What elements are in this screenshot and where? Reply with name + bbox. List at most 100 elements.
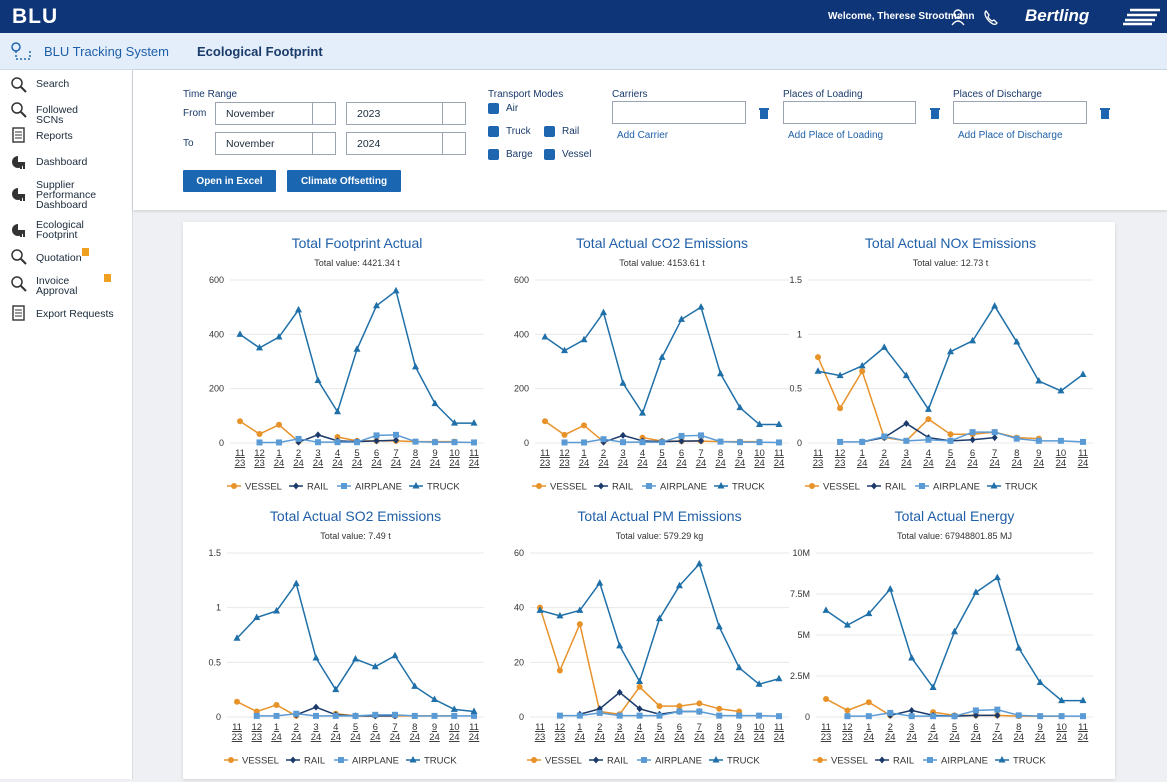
- point: [698, 432, 704, 439]
- point: [776, 439, 782, 446]
- x-tick-label: 24: [715, 458, 726, 469]
- point: [737, 439, 743, 446]
- x-tick-label: 12: [835, 448, 846, 459]
- legend-label: AIRPLANE: [352, 756, 399, 767]
- point: [736, 403, 744, 411]
- x-tick-label: 1: [577, 722, 582, 733]
- text-input[interactable]: [783, 101, 916, 124]
- point: [600, 436, 607, 443]
- nav-item[interactable]: Followed SCNs: [36, 104, 79, 126]
- x-tick-label: 24: [594, 732, 605, 743]
- dropdown[interactable]: November: [215, 102, 336, 125]
- add-link[interactable]: Add Carrier: [617, 130, 669, 141]
- nav-item[interactable]: Supplier Performance Dashboard: [36, 179, 97, 211]
- button[interactable]: Open in Excel: [183, 170, 276, 192]
- x-tick-label: 24: [579, 458, 590, 469]
- x-tick-label: 23: [535, 732, 546, 743]
- legend-marker: [817, 757, 823, 763]
- x-tick-label: 24: [923, 458, 934, 469]
- point: [880, 343, 888, 350]
- nav-item[interactable]: Search: [36, 78, 70, 90]
- trash-icon[interactable]: [759, 107, 769, 119]
- point: [1036, 678, 1044, 686]
- y-tick-label: 400: [514, 329, 529, 339]
- point: [969, 429, 976, 436]
- point: [451, 712, 458, 719]
- point: [775, 420, 783, 428]
- text-input[interactable]: [612, 101, 746, 124]
- label: Air: [506, 103, 519, 114]
- legend-label: TRUCK: [427, 482, 460, 493]
- point: [313, 712, 319, 719]
- series-line: [239, 289, 474, 424]
- point: [253, 613, 261, 621]
- y-tick-label: 200: [514, 384, 529, 394]
- x-tick-label: 24: [989, 458, 1000, 469]
- point: [542, 418, 548, 425]
- x-tick-label: 11: [774, 448, 784, 459]
- label: Places of Discharge: [953, 89, 1042, 100]
- point: [814, 367, 822, 374]
- point: [256, 439, 263, 446]
- nav-item[interactable]: Reports: [36, 130, 73, 142]
- point: [972, 711, 979, 719]
- point: [697, 303, 705, 310]
- dropdown[interactable]: 2023: [346, 102, 466, 125]
- app-title[interactable]: BLU Tracking System: [44, 44, 169, 59]
- x-tick-label: 7: [392, 722, 397, 733]
- legend-marker: [598, 482, 604, 490]
- trash-icon[interactable]: [1100, 107, 1110, 119]
- x-tick-label: 9: [1038, 722, 1043, 733]
- text-input[interactable]: [953, 101, 1087, 124]
- point: [431, 695, 438, 703]
- nav-item[interactable]: Ecological Footprint: [36, 219, 84, 241]
- series-line: [236, 581, 475, 713]
- point: [561, 346, 568, 354]
- checkbox[interactable]: [488, 103, 499, 114]
- point: [775, 674, 783, 682]
- x-tick-label: 24: [949, 732, 960, 743]
- x-tick-label: 6: [973, 722, 978, 733]
- x-tick-label: 23: [540, 458, 551, 469]
- checkbox[interactable]: [544, 126, 555, 137]
- point: [925, 416, 932, 423]
- x-tick-label: 24: [391, 458, 402, 469]
- series-line: [825, 576, 1083, 702]
- dropdown[interactable]: 2024: [346, 132, 466, 155]
- point: [815, 354, 821, 361]
- legend-marker: [641, 757, 647, 763]
- logo[interactable]: BLU: [12, 5, 59, 28]
- nav-item[interactable]: Dashboard: [36, 156, 88, 168]
- button[interactable]: Climate Offsetting: [287, 170, 401, 192]
- nav-item[interactable]: Export Requests: [36, 308, 114, 320]
- x-tick-label: 23: [235, 458, 246, 469]
- legend-label: RAIL: [607, 756, 628, 767]
- x-tick-label: 5: [948, 448, 953, 459]
- point: [930, 713, 937, 720]
- add-link[interactable]: Add Place of Loading: [788, 130, 884, 141]
- add-link[interactable]: Add Place of Discharge: [958, 130, 1063, 141]
- point: [354, 439, 360, 446]
- y-tick-label: 2.5M: [790, 671, 810, 681]
- x-tick-label: 3: [313, 722, 318, 733]
- y-tick-label: 5M: [797, 630, 810, 640]
- checkbox[interactable]: [488, 126, 499, 137]
- point: [843, 621, 851, 628]
- top-bar: BLU Welcome, Therese Strootmann Bertling: [0, 0, 1167, 33]
- legend-label: AIRPLANE: [660, 482, 707, 493]
- x-tick-label: 10: [754, 448, 765, 459]
- point: [678, 432, 685, 439]
- point: [991, 302, 999, 309]
- x-tick-label: 24: [469, 458, 480, 469]
- nav-item[interactable]: Quotation: [36, 252, 82, 264]
- nav-item[interactable]: Invoice Approval: [36, 275, 78, 297]
- point: [776, 713, 782, 720]
- x-tick-label: 24: [1078, 458, 1089, 469]
- dropdown[interactable]: November: [215, 132, 336, 155]
- x-tick-label: 2: [597, 722, 602, 733]
- checkbox[interactable]: [544, 149, 555, 160]
- trash-icon[interactable]: [930, 107, 940, 119]
- point: [675, 581, 683, 589]
- checkbox[interactable]: [488, 149, 499, 160]
- user-icons[interactable]: [950, 8, 1010, 26]
